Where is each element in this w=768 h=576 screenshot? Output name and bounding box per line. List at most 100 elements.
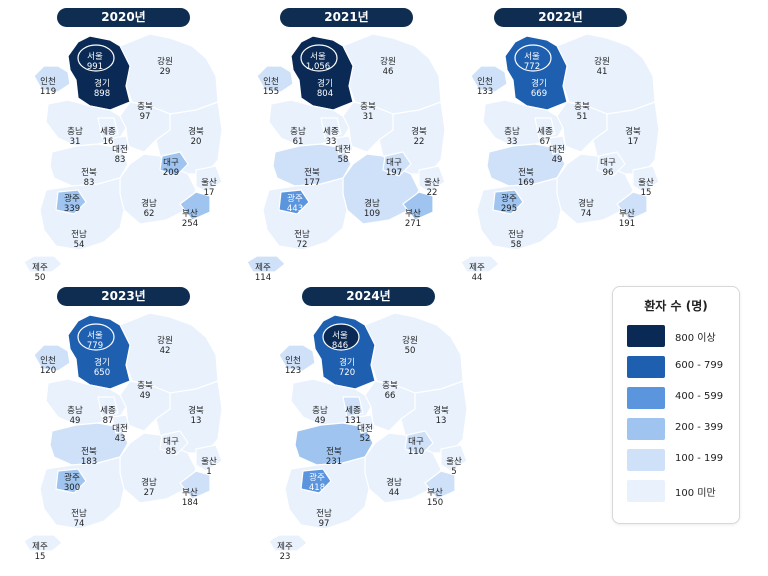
legend-item: 600 - 799	[627, 356, 737, 378]
region-label-gyeongnam: 경남 44	[386, 478, 402, 498]
legend-label: 600 - 799	[675, 360, 724, 371]
region-name: 경남	[578, 199, 594, 209]
region-name: 부산	[182, 488, 198, 498]
region-name: 경남	[141, 478, 157, 488]
region-name: 인천	[477, 77, 493, 87]
region-seoul	[77, 44, 115, 72]
region-label-busan: 부산 191	[619, 209, 635, 229]
region-label-sejong: 세종 33	[323, 127, 339, 147]
region-value: 150	[426, 498, 444, 508]
region-label-gyeongbuk: 경북 13	[188, 406, 204, 426]
region-name: 충북	[137, 102, 153, 112]
legend-swatch	[627, 387, 665, 409]
region-ulsan	[632, 165, 660, 193]
legend-item: 200 - 399	[627, 418, 737, 440]
legend-item: 800 이상	[627, 325, 737, 347]
region-label-gwangju: 광주 418	[309, 473, 325, 493]
legend-label: 800 이상	[675, 333, 716, 344]
region-label-daejeon: 대전 49	[549, 145, 565, 165]
region-value: 209	[162, 168, 180, 178]
region-label-chungnam: 충남 49	[312, 406, 328, 426]
region-name: 충남	[504, 127, 520, 137]
region-sejong	[320, 117, 342, 139]
region-name: 서울	[332, 331, 348, 341]
region-label-gangwon: 강원 46	[380, 57, 396, 77]
region-label-jeju: 제주 44	[469, 263, 485, 283]
legend-swatch	[627, 449, 665, 471]
region-value: 67	[539, 137, 551, 147]
region-value: 42	[159, 346, 171, 356]
region-seoul	[514, 44, 552, 72]
legend: 환자 수 (명) 800 이상 600 - 799 400 - 599 200 - 3…	[612, 286, 740, 524]
region-value: 15	[640, 188, 652, 198]
map-panel-0: 2020년 서울 991 경기 898 인천 119 강원 29 충북 97 충남 31 세종 16 대전 83…	[20, 6, 230, 283]
region-label-seoul: 서울 779	[87, 331, 103, 351]
region-label-sejong: 세종 131	[345, 406, 361, 426]
region-value: 339	[63, 204, 81, 214]
region-label-gwangju: 광주 443	[287, 194, 303, 214]
region-busan	[402, 191, 434, 221]
region-label-gwangju: 광주 295	[501, 194, 517, 214]
region-name: 서울	[87, 331, 103, 341]
region-name: 제주	[277, 542, 293, 552]
region-name: 서울	[310, 52, 326, 62]
region-value: 23	[279, 552, 291, 562]
region-value: 295	[500, 204, 518, 214]
legend-swatch	[627, 356, 665, 378]
region-value: 96	[602, 168, 614, 178]
region-label-jeonnam: 전남 54	[71, 230, 87, 250]
region-name: 울산	[424, 178, 440, 188]
region-daegu	[382, 151, 412, 177]
year-title: 2020년	[57, 8, 190, 27]
korea-map	[246, 33, 446, 273]
year-title: 2021년	[280, 8, 413, 27]
region-value: 41	[596, 67, 608, 77]
region-value: 74	[73, 519, 85, 529]
region-label-chungnam: 충남 31	[67, 127, 83, 147]
legend-swatch	[627, 480, 665, 502]
region-name: 울산	[201, 178, 217, 188]
region-label-busan: 부산 150	[427, 488, 443, 508]
region-name: 충북	[137, 381, 153, 391]
region-label-sejong: 세종 87	[100, 406, 116, 426]
region-name: 전북	[326, 447, 342, 457]
region-name: 경북	[433, 406, 449, 416]
region-value: 898	[93, 89, 111, 99]
region-name: 세종	[100, 127, 116, 137]
region-name: 강원	[402, 336, 418, 346]
region-label-daejeon: 대전 52	[357, 424, 373, 444]
region-name: 충남	[312, 406, 328, 416]
region-name: 제주	[32, 542, 48, 552]
region-label-chungbuk: 충북 31	[360, 102, 376, 122]
region-value: 83	[83, 178, 95, 188]
region-label-busan: 부산 254	[182, 209, 198, 229]
map-panel-3: 2023년 서울 779 경기 650 인천 120 강원 42 충북 49 충남 49 세종 87 대전 43…	[20, 285, 230, 562]
region-label-seoul: 서울 1,056	[306, 52, 330, 72]
region-value: 254	[181, 219, 199, 229]
region-value: 20	[190, 137, 202, 147]
legend-label: 400 - 599	[675, 391, 724, 402]
region-value: 85	[165, 447, 177, 457]
region-daegu	[404, 430, 434, 456]
region-ulsan	[195, 165, 223, 193]
legend-label: 200 - 399	[675, 422, 724, 433]
region-value: 720	[338, 368, 356, 378]
region-value: 33	[325, 137, 337, 147]
region-incheon	[278, 344, 316, 372]
region-value: 13	[435, 416, 447, 426]
region-label-gwangju: 광주 300	[64, 473, 80, 493]
region-value: 29	[159, 67, 171, 77]
region-gwangju	[300, 468, 332, 494]
region-name: 경남	[386, 478, 402, 488]
region-label-chungbuk: 충북 49	[137, 381, 153, 401]
region-name: 세종	[323, 127, 339, 137]
region-value: 62	[143, 209, 155, 219]
region-label-jeju: 제주 15	[32, 542, 48, 562]
region-daejeon	[111, 135, 131, 155]
region-value: 72	[296, 240, 308, 250]
region-daegu	[159, 430, 189, 456]
region-label-gwangju: 광주 339	[64, 194, 80, 214]
region-value: 83	[114, 155, 126, 165]
region-ulsan	[440, 444, 468, 472]
region-name: 전남	[71, 509, 87, 519]
